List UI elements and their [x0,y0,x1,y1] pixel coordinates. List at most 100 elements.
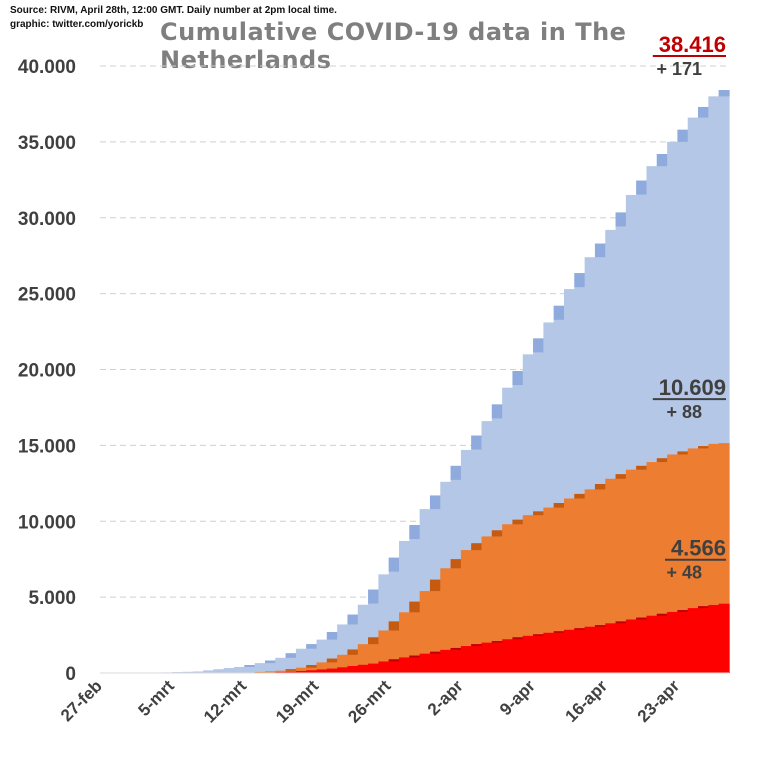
area-bar [182,671,194,673]
daily-increase [388,557,400,572]
area-bar [388,659,400,673]
x-tick-label: 5-mrt [135,676,179,720]
area-bar [646,462,658,673]
area-bar [574,493,586,673]
daily-increase [718,90,730,97]
daily-increase [533,634,544,636]
daily-increase [409,525,421,540]
area-bar [502,639,514,673]
area-bar [512,637,524,673]
daily-increase [512,371,524,386]
area-bar [491,530,503,673]
area-bar [698,106,709,673]
x-axis-ticks: 27-feb 5-mrt 12-mrt 19-mrt 26-mrt 2-apr 9-apr 1… [57,676,684,726]
daily-increase [594,625,606,627]
daily-increase [594,484,606,490]
area-bar [615,621,627,673]
area-bar [708,604,720,673]
annotation-delta: + 171 [656,59,702,79]
area-bar [316,639,328,673]
area-bar [295,667,307,673]
y-tick-label: 20.000 [18,361,76,382]
area-bar [316,662,328,673]
daily-increase [450,647,462,650]
daily-increase [491,404,503,419]
area-bar [564,498,575,673]
daily-increase [553,503,565,508]
daily-increase [306,644,318,649]
area-bar [605,478,617,673]
area-bar [419,653,431,673]
area-bar [429,579,441,673]
area-bar [244,665,256,673]
credit-line: graphic: twitter.com/yorickb [10,19,144,30]
area-bar [285,653,297,673]
area-bar [708,443,720,673]
daily-increase [429,651,441,654]
y-tick-label: 25.000 [18,285,76,306]
area-bar [605,229,617,673]
area-bar [460,550,472,673]
area-bar [636,617,648,673]
daily-increase [615,621,627,624]
y-axis-ticks: 0 5.000 10.000 15.000 20.000 25.000 30.000 35.0… [18,57,76,685]
daily-increase [450,465,462,480]
daily-increase [615,474,627,479]
daily-increase [533,511,544,516]
area-bar [409,525,421,673]
area-bar [636,465,648,673]
daily-increase [615,212,627,227]
y-tick-label: 15.000 [18,436,76,457]
area-bar [481,642,493,673]
area-bar [625,469,637,673]
area-bar [326,658,338,673]
area-bar [357,644,369,673]
daily-increase [264,660,276,664]
daily-increase [553,631,565,633]
area-bar [357,664,369,673]
area-bar [471,644,483,673]
area-bar [440,568,452,673]
area-bar [584,626,596,673]
daily-increase [512,519,524,525]
area-bar [285,669,297,673]
annotations: 38.416+ 171 10.609+ 88 4.566+ 48 [652,32,726,583]
area-bar [306,665,318,673]
area-bar [378,630,390,673]
daily-increase [326,658,338,663]
annotation-delta: + 88 [666,402,702,422]
area-bar [337,667,349,673]
area-bar [429,651,441,673]
area-bar [213,669,225,673]
area-bar [718,603,730,673]
daily-increase [491,641,503,643]
area-bar [553,631,565,673]
area-bar [223,668,235,673]
area-bar [677,451,689,673]
area-bar [378,574,390,673]
area-bar [646,166,658,673]
daily-increase [656,458,668,463]
daily-increase [594,243,606,258]
area-bar [718,90,730,673]
daily-increase [656,154,668,167]
area-bar [615,212,627,673]
x-tick-label: 12-mrt [200,676,250,726]
area-bar [615,474,627,673]
daily-increase [636,465,648,470]
area-bar [594,243,606,674]
daily-increase [698,446,709,449]
area-bar [667,611,679,673]
area-bar [656,613,668,673]
area-bar [306,644,318,673]
area-bar [574,273,586,673]
x-tick-label: 2-apr [424,676,467,719]
area-bar [677,610,689,673]
daily-increase [471,435,483,450]
daily-increase [574,273,586,288]
area-bar [584,257,596,673]
daily-increase [491,530,503,537]
daily-increase [553,305,565,320]
y-tick-label: 30.000 [18,209,76,230]
daily-increase [471,644,483,647]
